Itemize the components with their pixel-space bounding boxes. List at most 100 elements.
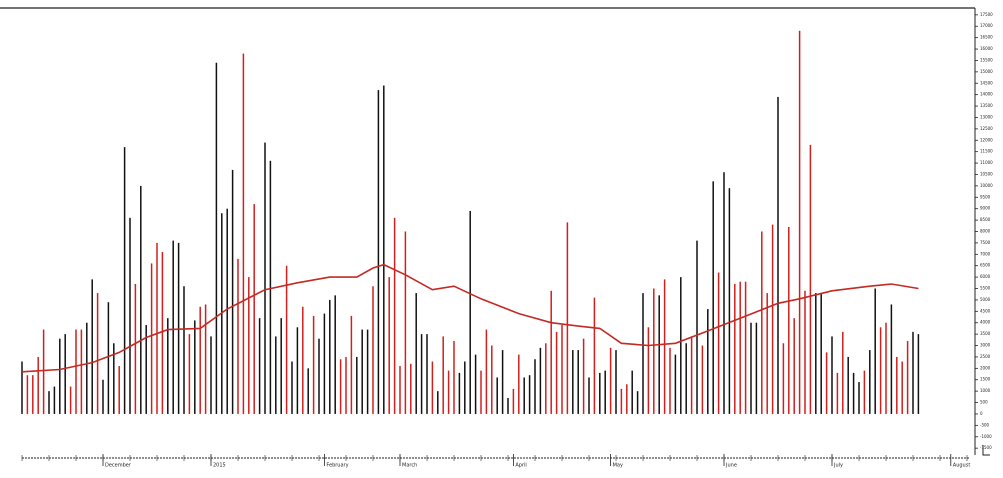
bar bbox=[248, 277, 250, 414]
bar bbox=[831, 336, 833, 414]
bar bbox=[329, 299, 331, 414]
bar bbox=[523, 377, 525, 414]
bar bbox=[815, 293, 817, 414]
bar bbox=[755, 322, 758, 414]
y-tick-label: 4500 bbox=[980, 308, 991, 313]
bar bbox=[21, 361, 23, 414]
bar bbox=[858, 382, 860, 414]
bar bbox=[161, 252, 164, 414]
bar bbox=[507, 397, 509, 414]
bar bbox=[680, 277, 682, 414]
bar bbox=[291, 361, 293, 414]
bar bbox=[469, 210, 471, 414]
y-tick-label: 9500 bbox=[980, 194, 991, 199]
y-tick-label: 6000 bbox=[980, 274, 991, 279]
bar bbox=[847, 356, 849, 414]
bar bbox=[690, 336, 693, 414]
bar bbox=[852, 372, 855, 414]
bar bbox=[37, 356, 39, 414]
y-tick-label: -1500 bbox=[980, 445, 992, 450]
bar bbox=[885, 322, 887, 414]
bar bbox=[296, 327, 299, 414]
bar bbox=[437, 391, 439, 414]
x-tick-label: August bbox=[953, 463, 971, 469]
bar bbox=[150, 263, 153, 414]
y-tick-label: 17500 bbox=[980, 12, 993, 17]
bar bbox=[415, 293, 417, 414]
y-tick-label: 16500 bbox=[980, 35, 993, 40]
bar bbox=[550, 290, 552, 414]
bar bbox=[86, 322, 88, 414]
y-tick-label: 6500 bbox=[980, 263, 991, 268]
y-tick-label: 7000 bbox=[980, 251, 991, 256]
bar bbox=[604, 370, 606, 414]
bar bbox=[339, 359, 342, 414]
bar bbox=[123, 147, 126, 414]
bar bbox=[788, 226, 790, 414]
bar bbox=[744, 281, 747, 414]
bar bbox=[350, 315, 353, 414]
bar bbox=[761, 231, 763, 414]
bar bbox=[318, 338, 320, 414]
bar bbox=[377, 90, 380, 414]
bar bbox=[669, 347, 671, 414]
bar bbox=[361, 329, 363, 414]
bar bbox=[464, 361, 466, 414]
bar bbox=[356, 356, 358, 414]
y-tick-label: 15000 bbox=[980, 69, 993, 74]
bar bbox=[388, 277, 390, 414]
bar bbox=[620, 388, 623, 414]
y-tick-label: 16000 bbox=[980, 46, 993, 51]
bar bbox=[912, 331, 914, 414]
bar bbox=[782, 343, 785, 414]
bar bbox=[501, 350, 504, 414]
y-tick-label: 8500 bbox=[980, 217, 991, 222]
bar bbox=[798, 30, 801, 414]
bar bbox=[231, 169, 234, 414]
y-tick-label: 13000 bbox=[980, 114, 993, 119]
bar bbox=[825, 352, 828, 414]
bar bbox=[809, 144, 812, 414]
y-tick-label: 13500 bbox=[980, 103, 993, 108]
bar bbox=[717, 272, 720, 414]
bar bbox=[879, 327, 882, 414]
bar bbox=[723, 172, 725, 414]
bar bbox=[107, 302, 110, 414]
bar bbox=[518, 354, 520, 414]
bar bbox=[264, 142, 266, 414]
bar bbox=[609, 347, 612, 414]
bar bbox=[555, 331, 558, 414]
y-tick-label: 1000 bbox=[980, 388, 991, 393]
bar bbox=[118, 366, 120, 414]
bar bbox=[696, 240, 698, 414]
bar bbox=[75, 329, 77, 414]
bar bbox=[896, 356, 898, 414]
y-tick-label: 11000 bbox=[980, 160, 993, 165]
bar bbox=[917, 334, 920, 414]
bar bbox=[642, 293, 644, 414]
bar bbox=[80, 329, 83, 414]
bar bbox=[577, 350, 579, 414]
bar bbox=[210, 336, 212, 414]
bar bbox=[582, 338, 585, 414]
bar bbox=[663, 279, 666, 414]
bar bbox=[728, 188, 731, 414]
bar bbox=[685, 343, 687, 414]
bar bbox=[242, 53, 245, 414]
y-tick-label: 17000 bbox=[980, 23, 993, 28]
bar bbox=[528, 375, 531, 414]
y-tick-label: 14500 bbox=[980, 80, 993, 85]
y-tick-label: -500 bbox=[980, 422, 990, 427]
bar bbox=[59, 338, 61, 414]
bar bbox=[453, 340, 455, 414]
y-tick-label: 2500 bbox=[980, 354, 991, 359]
bar bbox=[804, 290, 806, 414]
y-tick-label: 15500 bbox=[980, 57, 993, 62]
bar bbox=[129, 217, 131, 414]
bar bbox=[588, 377, 590, 414]
bar bbox=[345, 356, 347, 414]
bar bbox=[96, 293, 99, 414]
bar bbox=[64, 334, 66, 414]
